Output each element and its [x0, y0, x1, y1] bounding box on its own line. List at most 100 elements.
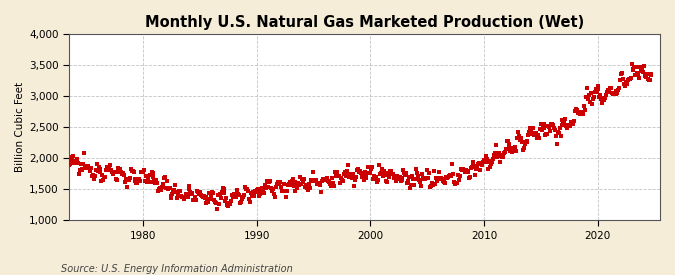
Point: [321, 177, 331, 181]
Point: [166, 194, 177, 199]
Point: [641, 75, 651, 79]
Point: [505, 148, 516, 153]
Point: [409, 177, 420, 181]
Point: [317, 178, 327, 183]
Point: [111, 177, 122, 182]
Point: [486, 158, 497, 163]
Point: [170, 183, 181, 187]
Point: [526, 127, 537, 132]
Point: [366, 167, 377, 172]
Point: [298, 180, 308, 184]
Point: [330, 170, 341, 174]
Point: [385, 169, 396, 173]
Point: [283, 183, 294, 187]
Point: [94, 170, 105, 175]
Point: [267, 189, 277, 193]
Point: [297, 177, 308, 182]
Point: [630, 73, 641, 77]
Point: [277, 189, 288, 194]
Point: [213, 202, 224, 206]
Point: [237, 195, 248, 199]
Point: [342, 169, 352, 173]
Point: [448, 180, 459, 184]
Point: [547, 122, 558, 127]
Point: [109, 169, 120, 174]
Point: [136, 170, 146, 174]
Point: [91, 162, 102, 166]
Point: [498, 151, 509, 155]
Point: [608, 91, 619, 96]
Point: [211, 207, 222, 211]
Point: [206, 194, 217, 199]
Point: [523, 133, 534, 137]
Point: [197, 195, 208, 199]
Point: [267, 187, 278, 191]
Point: [315, 183, 325, 187]
Point: [368, 176, 379, 181]
Point: [367, 165, 377, 170]
Point: [356, 175, 367, 179]
Point: [387, 171, 398, 176]
Point: [361, 176, 372, 180]
Point: [443, 174, 454, 178]
Point: [117, 171, 128, 175]
Point: [142, 177, 153, 182]
Point: [254, 188, 265, 192]
Point: [622, 81, 632, 86]
Point: [542, 132, 553, 136]
Point: [187, 191, 198, 195]
Point: [512, 130, 523, 134]
Point: [450, 182, 461, 186]
Point: [115, 167, 126, 171]
Point: [86, 166, 97, 170]
Point: [140, 179, 151, 183]
Point: [467, 162, 478, 167]
Point: [63, 158, 74, 162]
Point: [427, 180, 437, 185]
Point: [223, 204, 234, 209]
Point: [497, 155, 508, 159]
Point: [77, 167, 88, 172]
Point: [182, 194, 193, 199]
Point: [633, 72, 644, 76]
Point: [103, 166, 114, 170]
Point: [462, 169, 473, 174]
Point: [643, 77, 653, 81]
Point: [549, 128, 560, 132]
Point: [189, 198, 200, 202]
Point: [93, 165, 104, 169]
Point: [359, 170, 370, 174]
Point: [477, 163, 487, 167]
Point: [376, 167, 387, 171]
Point: [300, 183, 311, 187]
Point: [641, 72, 652, 76]
Point: [645, 73, 656, 77]
Point: [585, 100, 595, 104]
Point: [199, 196, 210, 200]
Point: [84, 169, 95, 174]
Point: [310, 178, 321, 182]
Point: [395, 178, 406, 183]
Point: [417, 172, 428, 176]
Point: [293, 181, 304, 186]
Point: [298, 177, 309, 181]
Point: [603, 90, 614, 95]
Point: [528, 126, 539, 130]
Point: [269, 192, 279, 197]
Point: [198, 194, 209, 199]
Point: [65, 158, 76, 163]
Point: [255, 191, 266, 196]
Point: [579, 103, 590, 108]
Point: [331, 170, 342, 175]
Point: [565, 124, 576, 128]
Point: [265, 179, 275, 183]
Point: [510, 144, 520, 149]
Point: [625, 76, 636, 80]
Point: [620, 84, 630, 89]
Point: [637, 68, 647, 72]
Point: [454, 178, 464, 183]
Point: [58, 156, 69, 161]
Point: [500, 150, 510, 155]
Point: [149, 177, 160, 182]
Point: [460, 170, 470, 174]
